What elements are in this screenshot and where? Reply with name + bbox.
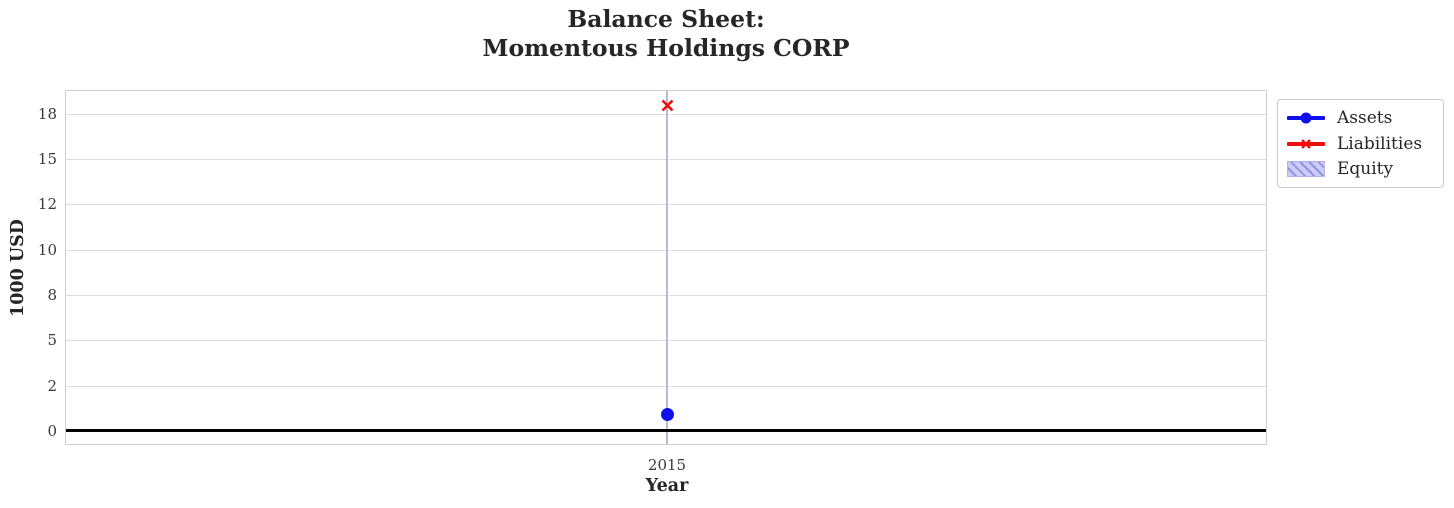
chart-title-line-2: Momentous Holdings CORP [482,34,850,62]
y-tick-label: 8 [47,286,57,304]
chart-legend: Assets Liabilities Equity [1277,99,1444,188]
y-tick-label: 2 [47,377,57,395]
legend-label-liabilities: Liabilities [1337,133,1423,154]
legend-entry-assets: Assets [1287,105,1434,131]
y-tick-label: 0 [47,422,57,440]
equity-band-x-2015 [666,91,668,444]
chart-title: Balance Sheet: Momentous Holdings CORP [65,5,1267,63]
y-axis-label: 1000 USD [8,219,28,317]
y-tick-label: 18 [37,105,57,123]
y-tick-label: 15 [37,150,57,168]
y-tick-label: 12 [37,195,57,213]
zero-axhline [66,429,1266,432]
legend-label-equity: Equity [1337,159,1394,180]
plot-area [65,90,1267,445]
liabilities-point-marker [661,99,674,112]
x-tick-label-2015: 2015 [647,456,687,474]
chart-title-line-1: Balance Sheet: [567,5,765,33]
legend-label-assets: Assets [1337,107,1393,128]
liabilities-x-marker-icon [1301,138,1311,149]
equity-hatched-patch-icon [1287,161,1325,178]
assets-line-swatch [1287,112,1325,124]
assets-circle-marker-icon [1300,112,1312,124]
equity-patch-swatch [1287,161,1325,178]
assets-point-marker [661,408,674,421]
x-axis-label: Year [645,476,689,496]
y-tick-label: 10 [37,241,57,259]
legend-entry-equity: Equity [1287,156,1434,182]
liabilities-line-swatch [1287,138,1325,149]
y-tick-label: 5 [47,331,57,349]
legend-entry-liabilities: Liabilities [1287,131,1434,157]
